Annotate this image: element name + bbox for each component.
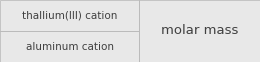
Text: thallium(III) cation: thallium(III) cation (22, 10, 117, 21)
Text: molar mass: molar mass (161, 24, 238, 38)
Bar (0, 31, 139, 62)
Bar (139, 0, 260, 62)
Bar (0, 0, 139, 31)
Text: aluminum cation: aluminum cation (25, 41, 114, 52)
